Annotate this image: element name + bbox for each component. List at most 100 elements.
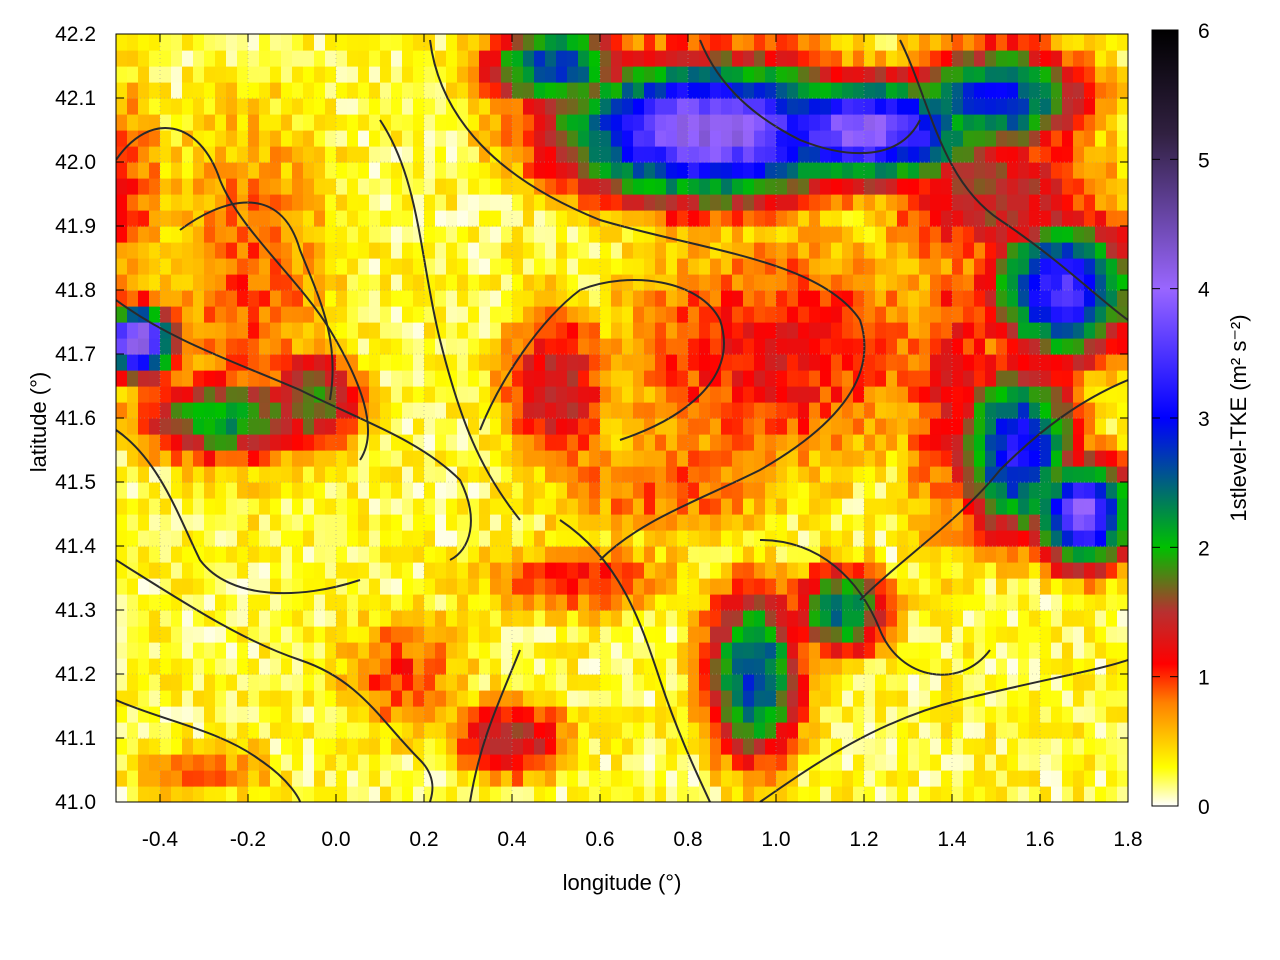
heat-cell	[369, 194, 381, 211]
heat-cell	[1117, 306, 1128, 323]
heat-cell	[644, 162, 656, 179]
heat-cell	[919, 770, 931, 787]
heat-cell	[820, 162, 832, 179]
heat-cell	[1040, 738, 1052, 755]
heat-cell	[985, 466, 997, 483]
heat-cell	[919, 162, 931, 179]
heat-cell	[1117, 98, 1128, 115]
heat-cell	[347, 658, 359, 675]
heat-cell	[193, 274, 205, 291]
heat-cell	[149, 226, 161, 243]
heat-cell	[270, 738, 282, 755]
heat-cell	[534, 738, 546, 755]
heat-cell	[842, 82, 854, 99]
heat-cell	[468, 322, 480, 339]
heat-cell	[1117, 754, 1128, 771]
heat-cell	[127, 258, 139, 275]
heat-cell	[182, 210, 194, 227]
heat-cell	[182, 450, 194, 467]
heat-cell	[589, 274, 601, 291]
heat-cell	[1106, 610, 1118, 627]
heat-cell	[985, 578, 997, 595]
heat-cell	[402, 194, 414, 211]
heat-cell	[523, 82, 535, 99]
heat-cell	[897, 674, 909, 691]
heat-cell	[578, 706, 590, 723]
heat-cell	[358, 754, 370, 771]
heat-cell	[908, 434, 920, 451]
heat-cell	[567, 178, 579, 195]
heat-cell	[567, 514, 579, 531]
heat-cell	[567, 354, 579, 371]
heat-cell	[1084, 98, 1096, 115]
heat-cell	[897, 418, 909, 435]
heat-cell	[325, 98, 337, 115]
heat-cell	[655, 450, 667, 467]
heat-cell	[1106, 418, 1118, 435]
heat-cell	[380, 354, 392, 371]
heat-cell	[743, 370, 755, 387]
heat-cell	[622, 674, 634, 691]
heat-cell	[831, 706, 843, 723]
heat-cell	[809, 530, 821, 547]
heat-cell	[776, 482, 788, 499]
heat-cell	[1018, 306, 1030, 323]
heat-cell	[732, 754, 744, 771]
heat-cell	[611, 674, 623, 691]
heat-cell	[534, 66, 546, 83]
heat-cell	[611, 178, 623, 195]
heat-cell	[600, 770, 612, 787]
heat-cell	[754, 754, 766, 771]
heat-cell	[941, 466, 953, 483]
heat-cell	[787, 466, 799, 483]
heat-cell	[204, 178, 216, 195]
heat-cell	[358, 434, 370, 451]
heat-cell	[380, 306, 392, 323]
heat-cell	[633, 194, 645, 211]
heat-cell	[578, 258, 590, 275]
heat-cell	[952, 402, 964, 419]
heat-cell	[193, 466, 205, 483]
heat-cell	[479, 50, 491, 67]
heat-cell	[622, 434, 634, 451]
heat-cell	[655, 706, 667, 723]
heat-cell	[1062, 690, 1074, 707]
heat-cell	[842, 658, 854, 675]
y-tick-label: 41.6	[55, 407, 96, 430]
heat-cell	[435, 674, 447, 691]
heat-cell	[985, 338, 997, 355]
heat-cell	[303, 530, 315, 547]
heat-cell	[996, 514, 1008, 531]
heat-cell	[1007, 706, 1019, 723]
heat-cell	[160, 338, 172, 355]
heat-cell	[446, 242, 458, 259]
heat-cell	[754, 258, 766, 275]
heat-cell	[633, 450, 645, 467]
heat-cell	[677, 130, 689, 147]
heat-cell	[424, 738, 436, 755]
heat-cell	[457, 786, 469, 802]
heat-cell	[204, 210, 216, 227]
heat-cell	[787, 306, 799, 323]
heat-cell	[237, 130, 249, 147]
heat-cell	[171, 306, 183, 323]
heat-cell	[611, 322, 623, 339]
heat-cell	[732, 50, 744, 67]
heat-cell	[776, 370, 788, 387]
heat-cell	[226, 450, 238, 467]
heat-cell	[600, 290, 612, 307]
heat-cell	[534, 610, 546, 627]
heat-cell	[897, 258, 909, 275]
heat-cell	[732, 290, 744, 307]
heat-cell	[1018, 290, 1030, 307]
heat-cell	[193, 578, 205, 595]
heat-cell	[336, 674, 348, 691]
heat-cell	[600, 114, 612, 131]
heat-cell	[809, 82, 821, 99]
heat-cell	[710, 338, 722, 355]
heat-cell	[215, 306, 227, 323]
heat-cell	[655, 418, 667, 435]
heat-cell	[523, 482, 535, 499]
heat-cell	[787, 562, 799, 579]
colorbar-tick-label: 3	[1198, 408, 1210, 431]
